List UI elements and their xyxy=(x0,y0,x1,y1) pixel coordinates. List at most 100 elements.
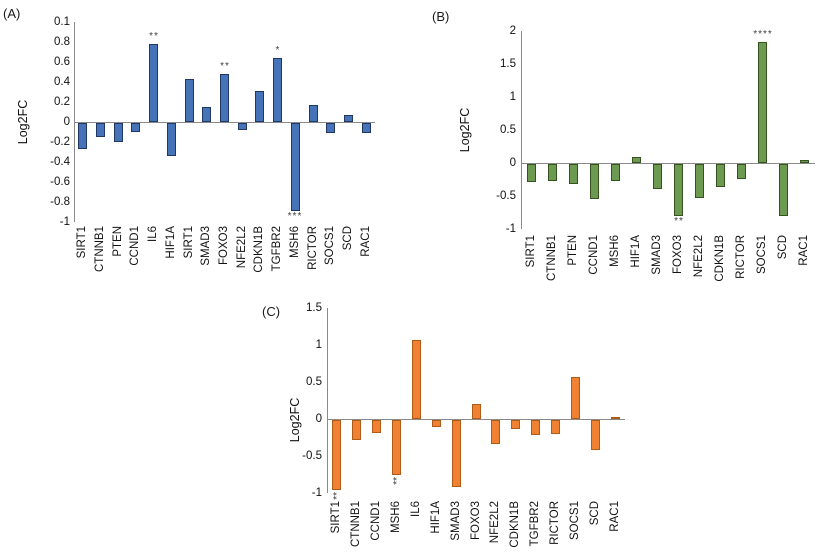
x-label-rictor: RICTOR xyxy=(307,226,319,270)
y-tick-label: 0 xyxy=(63,116,70,128)
bar-msh6 xyxy=(611,164,620,181)
x-label-smad3: SMAD3 xyxy=(651,235,663,275)
x-label-foxo3: FOXO3 xyxy=(470,501,482,540)
x-label-nfe2l2: NFE2L2 xyxy=(693,235,705,278)
significance-marker: **** xyxy=(753,29,773,40)
x-label-il6: IL6 xyxy=(147,226,159,242)
y-axis-line xyxy=(327,308,328,493)
bar-rac1 xyxy=(611,417,620,419)
y-tick-label: 0.8 xyxy=(54,36,70,48)
bar-rac1 xyxy=(362,123,371,133)
y-tick-label: 0.6 xyxy=(54,56,70,68)
bar-rictor xyxy=(737,164,746,179)
y-tick-label: -0.5 xyxy=(302,450,322,462)
x-label-smad3: SMAD3 xyxy=(200,226,212,266)
x-label-rictor: RICTOR xyxy=(549,501,561,545)
bar-tgfbr2 xyxy=(531,420,540,435)
bar-msh6 xyxy=(291,123,300,211)
bar-il6 xyxy=(149,44,158,122)
x-label-nfe2l2: NFE2L2 xyxy=(236,226,248,269)
y-axis-line xyxy=(521,31,522,229)
x-label-msh6: MSH6 xyxy=(390,501,402,533)
y-tick-label: 0 xyxy=(315,413,322,425)
x-label-rac1: RAC1 xyxy=(609,501,621,532)
bar-foxo3 xyxy=(220,74,229,122)
x-label-pten: PTEN xyxy=(112,226,124,257)
x-label-hif1a: HIF1A xyxy=(430,501,442,534)
x-label-ctnnb1: CTNNB1 xyxy=(546,235,558,282)
x-label-hif1a: HIF1A xyxy=(630,235,642,268)
bar-pten xyxy=(569,164,578,184)
y-tick-label: 0 xyxy=(509,157,516,169)
bar-hif1a xyxy=(632,157,641,163)
bar-scd xyxy=(591,420,600,450)
significance-marker: ** xyxy=(220,61,230,72)
x-label-socs1: SOCS1 xyxy=(756,235,768,274)
bar-rac1 xyxy=(800,160,809,163)
panel-label: (C) xyxy=(262,304,281,319)
y-tick-label: 0.5 xyxy=(500,124,516,136)
x-label-smad3: SMAD3 xyxy=(450,501,462,541)
bar-ccnd1 xyxy=(372,420,381,433)
x-label-hif1a: HIF1A xyxy=(165,226,177,259)
bar-sirt1 xyxy=(185,79,194,122)
bar-msh6 xyxy=(392,420,401,475)
bar-pten xyxy=(114,123,123,142)
x-label-il6: IL6 xyxy=(410,501,422,517)
significance-marker: ** xyxy=(332,492,343,500)
bar-sirt1 xyxy=(527,164,536,182)
y-axis-title: Log2FC xyxy=(458,107,472,153)
bar-il6 xyxy=(412,340,421,419)
bar-smad3 xyxy=(202,107,211,122)
significance-marker: *** xyxy=(287,211,303,222)
bar-scd xyxy=(779,164,788,216)
y-tick-label: -0.5 xyxy=(496,190,516,202)
x-label-tgfbr2: TGFBR2 xyxy=(271,226,283,272)
y-tick-label: -0.6 xyxy=(50,176,70,188)
bar-ctnnb1 xyxy=(548,164,557,181)
x-label-ccnd1: CCND1 xyxy=(370,501,382,541)
y-tick-label: 0.4 xyxy=(54,76,70,88)
x-label-sirt1: SIRT1 xyxy=(76,226,88,259)
panel-label: (A) xyxy=(3,6,21,21)
x-label-msh6: MSH6 xyxy=(289,226,301,258)
bar-sirt1 xyxy=(78,123,87,149)
x-label-rictor: RICTOR xyxy=(735,235,747,279)
x-label-scd: SCD xyxy=(777,235,789,260)
bar-cdkn1b xyxy=(716,164,725,187)
zero-baseline xyxy=(74,122,375,123)
x-label-foxo3: FOXO3 xyxy=(672,235,684,274)
zero-baseline xyxy=(521,163,815,164)
x-label-cdkn1b: CDKN1B xyxy=(714,235,726,282)
x-label-socs1: SOCS1 xyxy=(569,501,581,540)
y-tick-label: -0.2 xyxy=(50,136,70,148)
bar-hif1a xyxy=(167,123,176,156)
x-label-ctnnb1: CTNNB1 xyxy=(350,501,362,548)
x-label-rac1: RAC1 xyxy=(360,226,372,257)
significance-marker: ** xyxy=(392,477,403,485)
bar-hif1a xyxy=(432,420,441,427)
bar-smad3 xyxy=(452,420,461,487)
y-tick-label: 1.5 xyxy=(306,302,322,314)
x-label-scd: SCD xyxy=(589,501,601,526)
x-label-cdkn1b: CDKN1B xyxy=(509,501,521,548)
x-label-rac1: RAC1 xyxy=(798,235,810,266)
y-tick-label: 1 xyxy=(315,339,322,351)
x-label-scd: SCD xyxy=(342,226,354,251)
bar-tgfbr2 xyxy=(273,58,282,122)
y-tick-label: 1.5 xyxy=(500,58,516,70)
y-tick-label: 0.1 xyxy=(54,16,70,28)
bar-sirt1 xyxy=(332,420,341,490)
y-tick-label: -1 xyxy=(505,223,516,235)
significance-marker: ** xyxy=(674,216,684,227)
bar-cdkn1b xyxy=(511,420,520,429)
panel-label: (B) xyxy=(432,9,450,24)
bar-nfe2l2 xyxy=(695,164,704,198)
x-label-ccnd1: CCND1 xyxy=(129,226,141,266)
x-label-msh6: MSH6 xyxy=(609,235,621,267)
significance-marker: * xyxy=(275,45,281,56)
y-tick-label: 2 xyxy=(509,25,516,37)
x-label-ctnnb1: CTNNB1 xyxy=(94,226,106,273)
x-label-sirt1: SIRT1 xyxy=(330,501,342,534)
bar-socs1 xyxy=(326,123,335,133)
